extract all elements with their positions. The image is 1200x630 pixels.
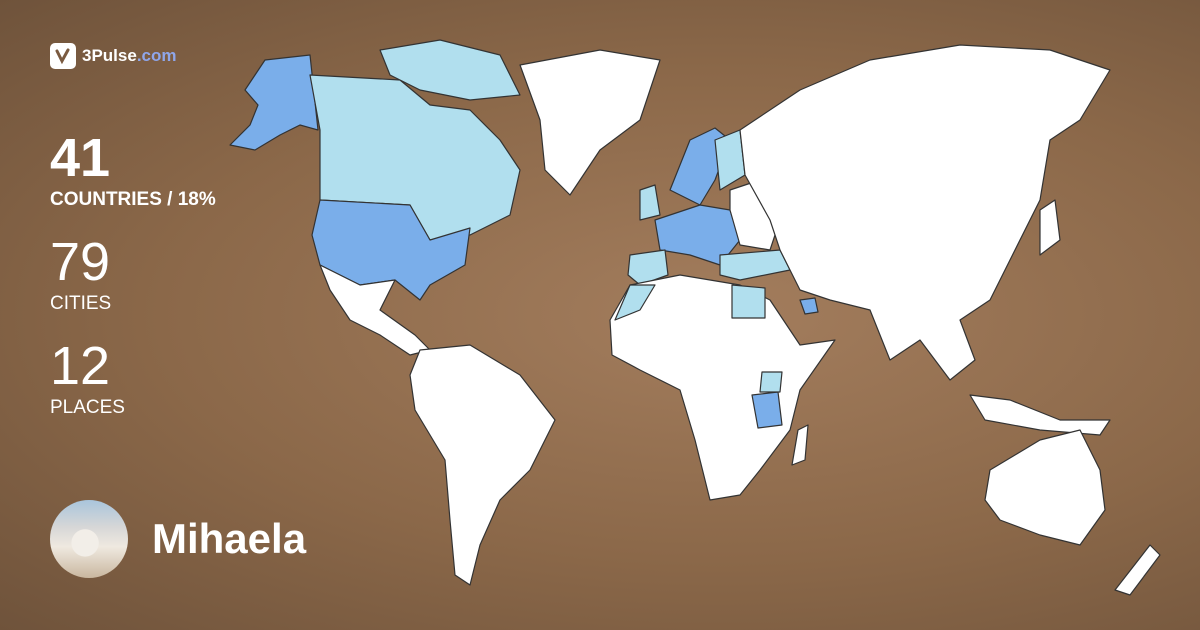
region-australia — [984, 429, 1106, 546]
region-greenland — [519, 49, 661, 196]
region-egypt — [731, 284, 766, 319]
pulse-check-icon — [50, 43, 76, 69]
region-indonesia — [969, 394, 1111, 436]
brand-logo[interactable]: 3Pulse.com — [50, 43, 177, 69]
region-japan — [1039, 199, 1061, 256]
region-kenya — [759, 371, 783, 393]
region-uae — [799, 297, 819, 315]
region-balkans-turkey — [719, 249, 791, 281]
places-count: 12 — [50, 336, 111, 396]
places-label: PLACES — [50, 397, 125, 418]
brand-domain: .com — [136, 46, 177, 65]
user-name: Mihaela — [152, 515, 307, 562]
region-alaska — [229, 54, 319, 151]
region-madagascar — [791, 424, 809, 466]
cities-label: CITIES — [50, 293, 112, 314]
region-uk — [639, 184, 661, 221]
region-canada-islands — [379, 39, 521, 101]
region-asia — [739, 44, 1111, 381]
user-profile: Mihaela — [50, 500, 306, 578]
countries-count: 41 — [50, 128, 111, 188]
brand-name: 3Pulse — [82, 46, 137, 65]
region-morocco — [614, 284, 656, 321]
region-africa — [609, 274, 836, 501]
countries-label: COUNTRIES / 18% — [50, 189, 216, 210]
region-new-zealand — [1114, 544, 1161, 596]
region-usa — [311, 199, 471, 301]
stats-panel: 41 COUNTRIES / 18% 79 CITIES 12 PLACES — [50, 128, 216, 440]
cities-count: 79 — [50, 232, 111, 292]
region-tanzania — [751, 391, 783, 429]
avatar — [50, 500, 128, 578]
region-south-america — [409, 344, 556, 586]
